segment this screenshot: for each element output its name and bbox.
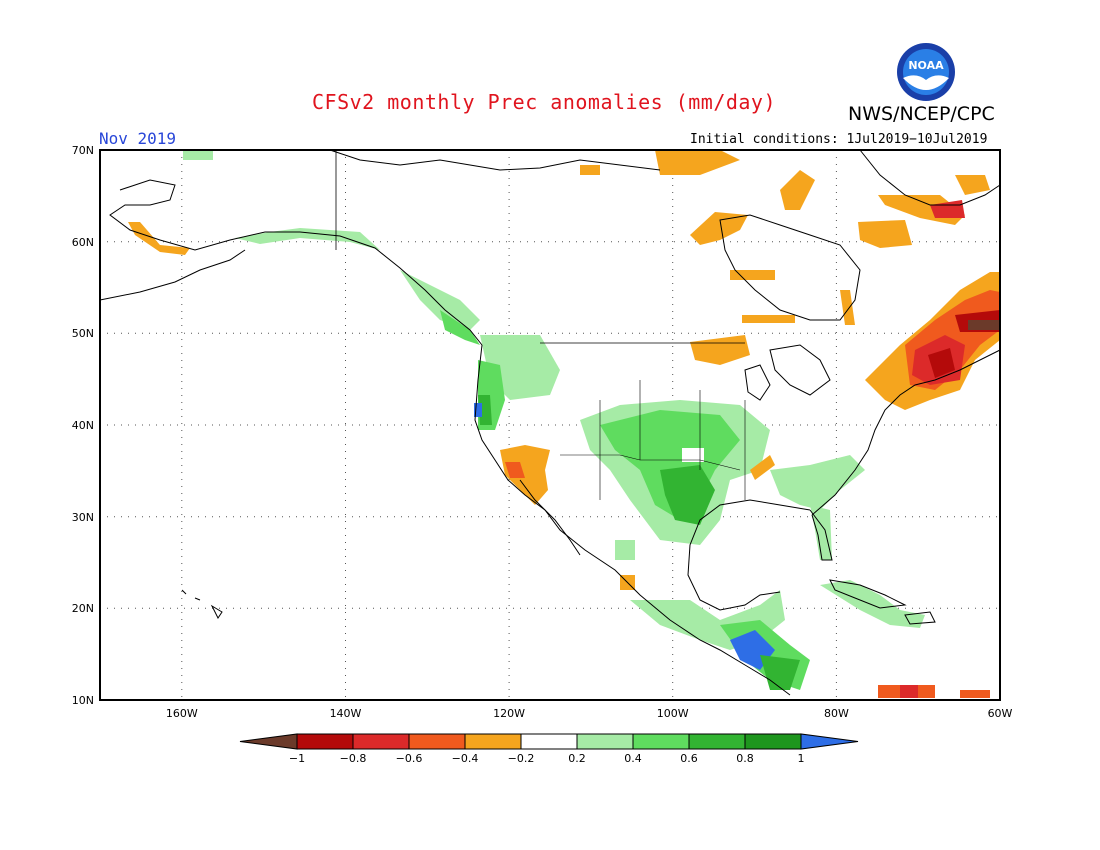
lat-label: 50N bbox=[72, 327, 94, 340]
colorbar-label: 0.2 bbox=[568, 752, 586, 765]
lat-label: 10N bbox=[72, 694, 94, 707]
anomaly-patches bbox=[128, 150, 1000, 698]
noaa-logo-icon: NOAA bbox=[897, 43, 955, 101]
lat-label: 70N bbox=[72, 144, 94, 157]
lon-label: 120W bbox=[493, 707, 525, 720]
lon-label: 60W bbox=[988, 707, 1013, 720]
colorbar-bin bbox=[464, 733, 522, 750]
colorbar-bin bbox=[352, 733, 410, 750]
colorbar-bin bbox=[688, 733, 746, 750]
lon-label: 100W bbox=[657, 707, 689, 720]
colorbar-bin bbox=[576, 733, 634, 750]
map-frame bbox=[99, 149, 1001, 701]
coastlines bbox=[99, 149, 1001, 696]
initial-conditions-label: Initial conditions: 1Jul2019−10Jul2019 bbox=[690, 132, 988, 147]
colorbar-label: −0.2 bbox=[508, 752, 535, 765]
colorbar-bin bbox=[408, 733, 466, 750]
lat-label: 60N bbox=[72, 236, 94, 249]
latitude-labels: 70N 60N 50N 40N 30N 20N 10N bbox=[72, 144, 94, 707]
colorbar-label: 0.6 bbox=[680, 752, 698, 765]
colorbar-arrow-high bbox=[800, 733, 859, 750]
lon-label: 160W bbox=[166, 707, 198, 720]
colorbar-label: 0.8 bbox=[736, 752, 754, 765]
grid-lines bbox=[100, 150, 1000, 700]
colorbar-arrow-low bbox=[239, 733, 298, 750]
colorbar-label: 1 bbox=[798, 752, 805, 765]
lat-label: 20N bbox=[72, 602, 94, 615]
valid-month-label: Nov 2019 bbox=[99, 129, 177, 148]
chart-title: CFSv2 monthly Prec anomalies (mm/day) bbox=[312, 90, 777, 114]
agency-label: NWS/NCEP/CPC bbox=[848, 103, 995, 125]
colorbar-bin bbox=[632, 733, 690, 750]
colorbar-bin bbox=[296, 733, 354, 750]
lat-label: 30N bbox=[72, 511, 94, 524]
colorbar-label: −0.6 bbox=[396, 752, 423, 765]
lat-label: 40N bbox=[72, 419, 94, 432]
colorbar-label: −0.8 bbox=[340, 752, 367, 765]
colorbar-bin bbox=[520, 733, 578, 750]
colorbar-label: −0.4 bbox=[452, 752, 479, 765]
longitude-labels: 160W 140W 120W 100W 80W 60W bbox=[166, 707, 1013, 720]
lon-label: 80W bbox=[824, 707, 849, 720]
colorbar-bin bbox=[744, 733, 802, 750]
colorbar: −1 −0.8 −0.6 −0.4 −0.2 0.2 0.4 0.6 0.8 1 bbox=[239, 733, 859, 765]
colorbar-label: 0.4 bbox=[624, 752, 642, 765]
colorbar-label: −1 bbox=[289, 752, 305, 765]
logo-text: NOAA bbox=[908, 59, 944, 72]
lon-label: 140W bbox=[330, 707, 362, 720]
